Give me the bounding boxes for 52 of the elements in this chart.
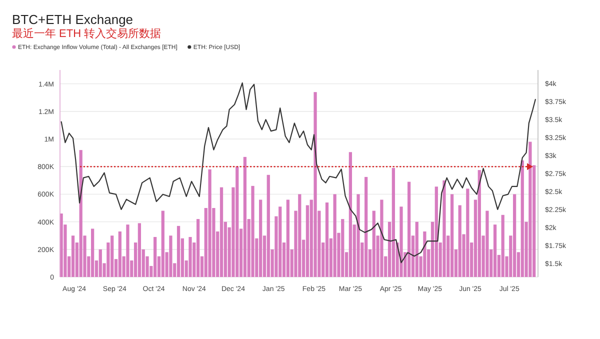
bar	[98, 249, 102, 277]
bar	[266, 174, 270, 277]
bar	[220, 187, 224, 277]
bar	[407, 182, 411, 277]
bar	[501, 214, 504, 277]
bar	[91, 228, 94, 277]
bar	[314, 92, 317, 277]
bar	[423, 231, 426, 277]
bar	[333, 194, 336, 277]
bar	[348, 152, 352, 277]
bar	[169, 236, 172, 277]
bar	[154, 236, 157, 277]
bar	[364, 176, 368, 277]
bar	[380, 200, 384, 277]
bar	[466, 188, 470, 277]
bar	[528, 142, 532, 277]
bar	[434, 186, 438, 277]
bar	[243, 156, 247, 277]
bar	[520, 160, 524, 277]
bar	[79, 150, 82, 277]
bar	[161, 210, 164, 277]
bar	[236, 166, 239, 277]
bar	[372, 210, 376, 277]
bar	[188, 236, 192, 277]
bar	[493, 224, 497, 277]
bar	[176, 226, 180, 277]
chart-title: BTC+ETH Exchange	[12, 12, 134, 27]
bar	[138, 223, 142, 277]
bar	[259, 200, 262, 277]
bar	[450, 194, 454, 277]
bar	[486, 210, 489, 277]
bar	[298, 194, 302, 277]
chart-subtitle: 最近一年 ETH 转入交易所数据	[12, 27, 162, 40]
bar	[71, 236, 75, 277]
bar	[478, 170, 481, 277]
bar	[251, 186, 254, 277]
bar	[512, 194, 516, 277]
bar	[325, 202, 329, 277]
bar	[442, 180, 446, 277]
bar	[415, 222, 418, 277]
bar	[110, 236, 114, 277]
bar	[341, 219, 344, 277]
bar	[400, 206, 403, 277]
bar	[278, 206, 282, 277]
bar	[118, 231, 122, 277]
bar	[286, 200, 290, 277]
bar	[208, 169, 212, 277]
bar	[196, 219, 200, 277]
bar	[356, 194, 360, 277]
bar	[458, 205, 462, 277]
bar	[126, 224, 130, 277]
bar	[392, 168, 395, 277]
